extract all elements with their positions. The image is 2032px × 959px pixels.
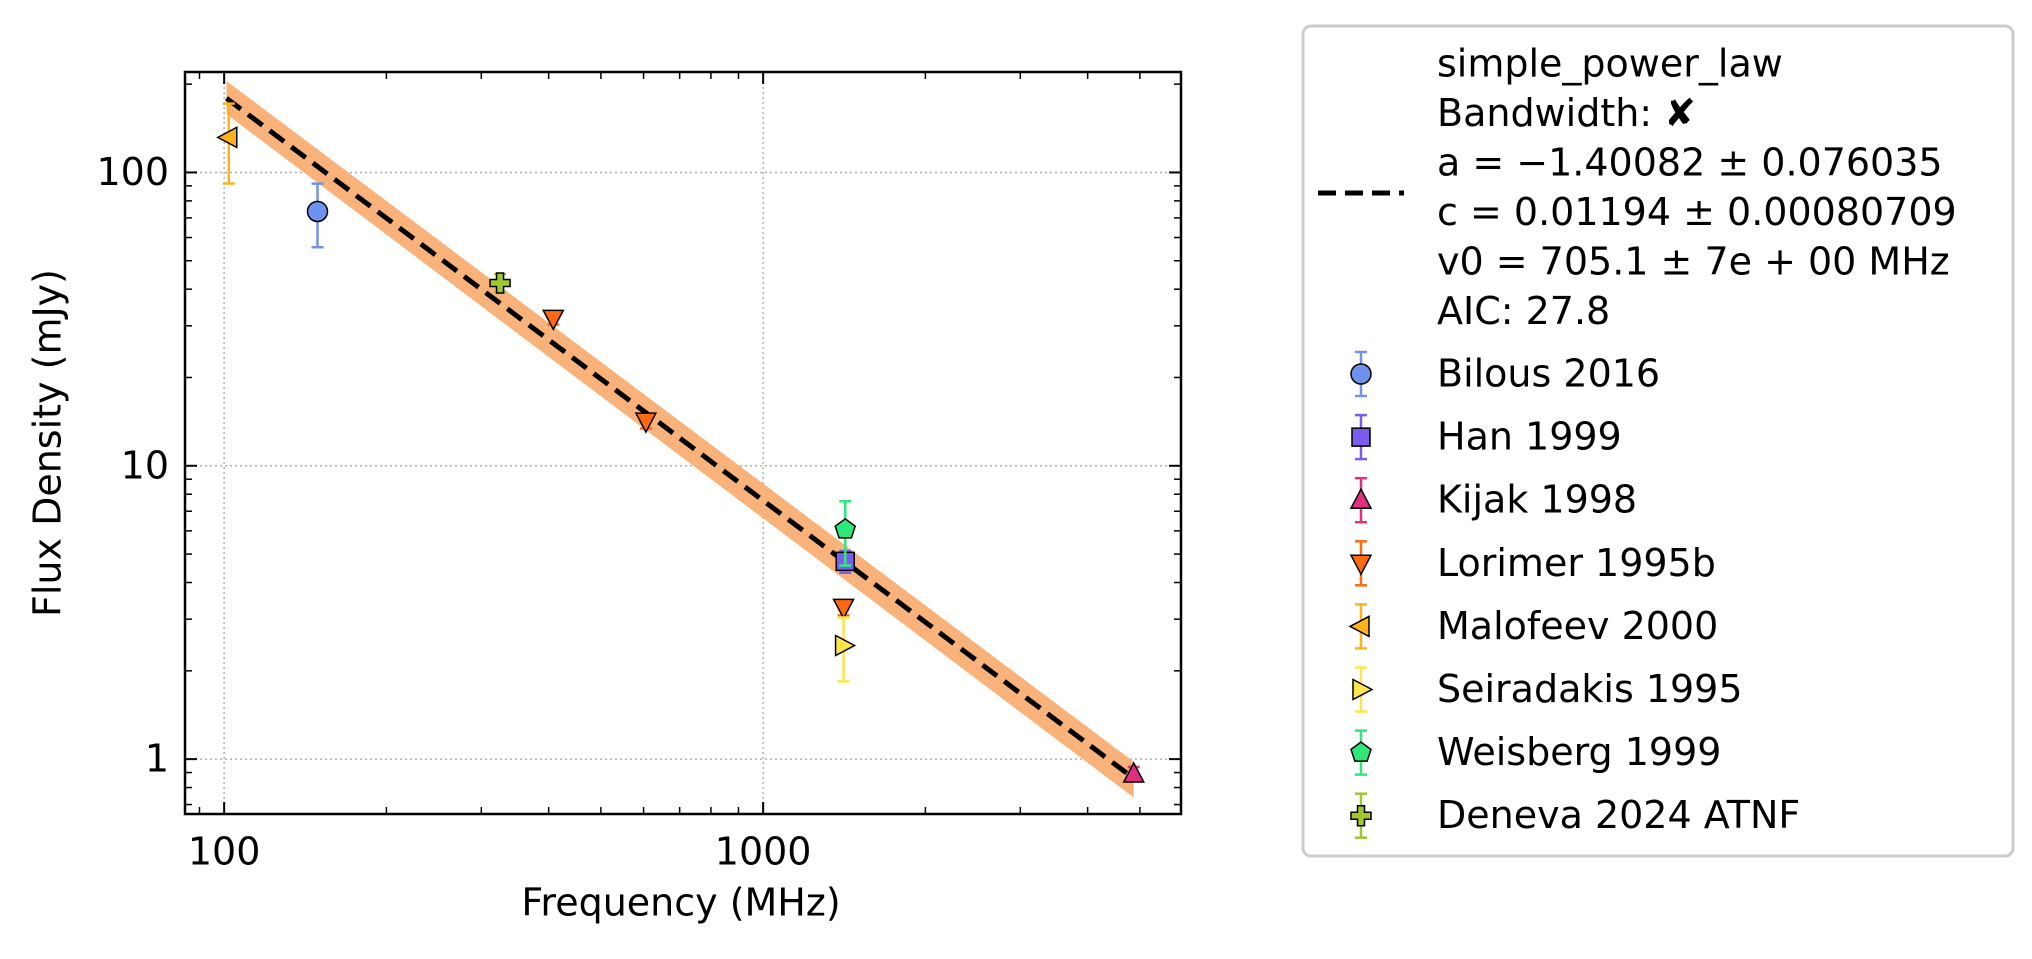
legend-marker bbox=[1348, 615, 1370, 638]
legend-label: Lorimer 1995b bbox=[1437, 541, 1716, 585]
legend-marker bbox=[1350, 741, 1372, 762]
legend-label: simple_power_law bbox=[1437, 42, 1783, 86]
marker bbox=[834, 517, 857, 539]
legend-marker bbox=[1349, 554, 1373, 576]
marker bbox=[216, 126, 238, 149]
legend-label: Malofeev 2000 bbox=[1437, 604, 1718, 648]
legend-label: AIC: 27.8 bbox=[1437, 289, 1610, 333]
plot-frame bbox=[183, 70, 1183, 816]
y-tick-label: 1 bbox=[145, 737, 169, 781]
legend-label: Han 1999 bbox=[1437, 415, 1622, 459]
legend-marker bbox=[1350, 804, 1372, 827]
marker bbox=[489, 272, 511, 294]
legend-marker bbox=[1349, 487, 1373, 509]
marker bbox=[1122, 761, 1145, 783]
legend-label: Seiradakis 1995 bbox=[1437, 667, 1743, 711]
legend-label: Deneva 2024 ATNF bbox=[1437, 793, 1800, 837]
marker bbox=[306, 200, 329, 223]
marker bbox=[834, 634, 857, 657]
legend-label: Bandwidth: ✘ bbox=[1437, 91, 1696, 135]
legend-marker bbox=[1351, 427, 1371, 447]
legend-label: Weisberg 1999 bbox=[1437, 730, 1721, 774]
y-tick-label: 100 bbox=[96, 150, 169, 194]
marker bbox=[832, 598, 855, 621]
legend-label: v0 = 705.1 ± 7e + 00 MHz bbox=[1437, 240, 1950, 284]
x-tick-label: 100 bbox=[188, 830, 261, 874]
x-tick-label: 1000 bbox=[715, 830, 812, 874]
y-tick-label: 10 bbox=[121, 443, 169, 487]
legend-label: Bilous 2016 bbox=[1437, 352, 1660, 396]
legend-label: a = −1.40082 ± 0.076035 bbox=[1437, 141, 1943, 185]
legend-marker bbox=[1352, 678, 1374, 701]
legend-box bbox=[1301, 24, 2015, 858]
legend-label: c = 0.01194 ± 0.00080709 bbox=[1437, 190, 1957, 234]
marker bbox=[542, 309, 565, 332]
legend-label: Kijak 1998 bbox=[1437, 478, 1637, 522]
y-axis-label: Flux Density (mJy) bbox=[26, 269, 70, 617]
x-axis-label: Frequency (MHz) bbox=[521, 881, 840, 925]
legend-marker bbox=[1350, 363, 1372, 385]
marker bbox=[634, 412, 658, 434]
